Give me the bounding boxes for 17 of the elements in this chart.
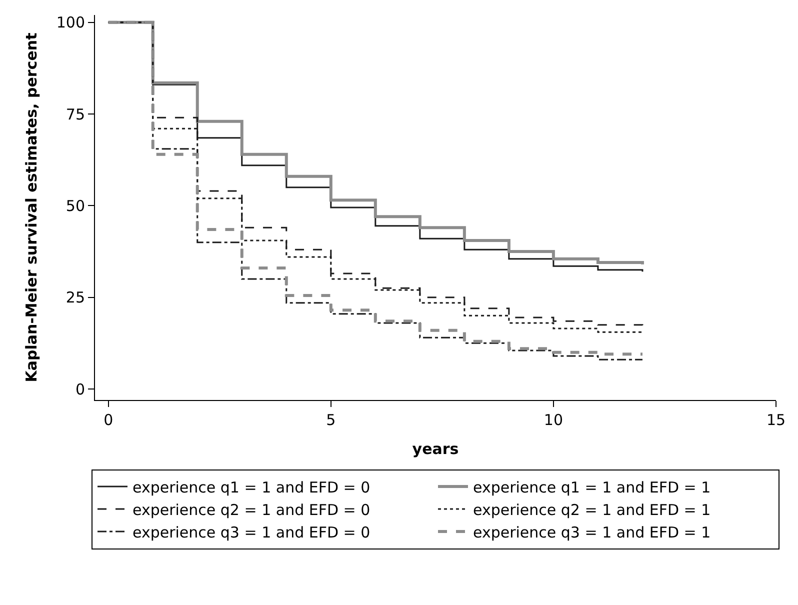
y-axis-title: Kaplan-Meier survival estimates, percent [22,32,41,382]
legend-label: experience q2 = 1 and EFD = 1 [473,500,711,519]
legend-label: experience q3 = 1 and EFD = 1 [473,523,711,542]
x-axis-title: years [412,440,459,458]
legend-label: experience q1 = 1 and EFD = 0 [132,478,370,496]
y-tick-label: 75 [66,105,85,124]
x-tick-label: 5 [326,411,336,429]
y-tick-label: 25 [66,288,85,307]
y-tick-label: 0 [75,380,85,398]
x-tick-label: 15 [766,411,786,429]
legend-label: experience q3 = 1 and EFD = 0 [132,523,370,542]
legend-label: experience q2 = 1 and EFD = 0 [132,500,370,519]
x-tick-label: 0 [104,411,114,429]
y-tick-label: 100 [56,14,85,32]
legend-label: experience q1 = 1 and EFD = 1 [473,478,711,496]
x-tick-label: 10 [544,411,563,429]
y-tick-label: 50 [66,196,85,215]
